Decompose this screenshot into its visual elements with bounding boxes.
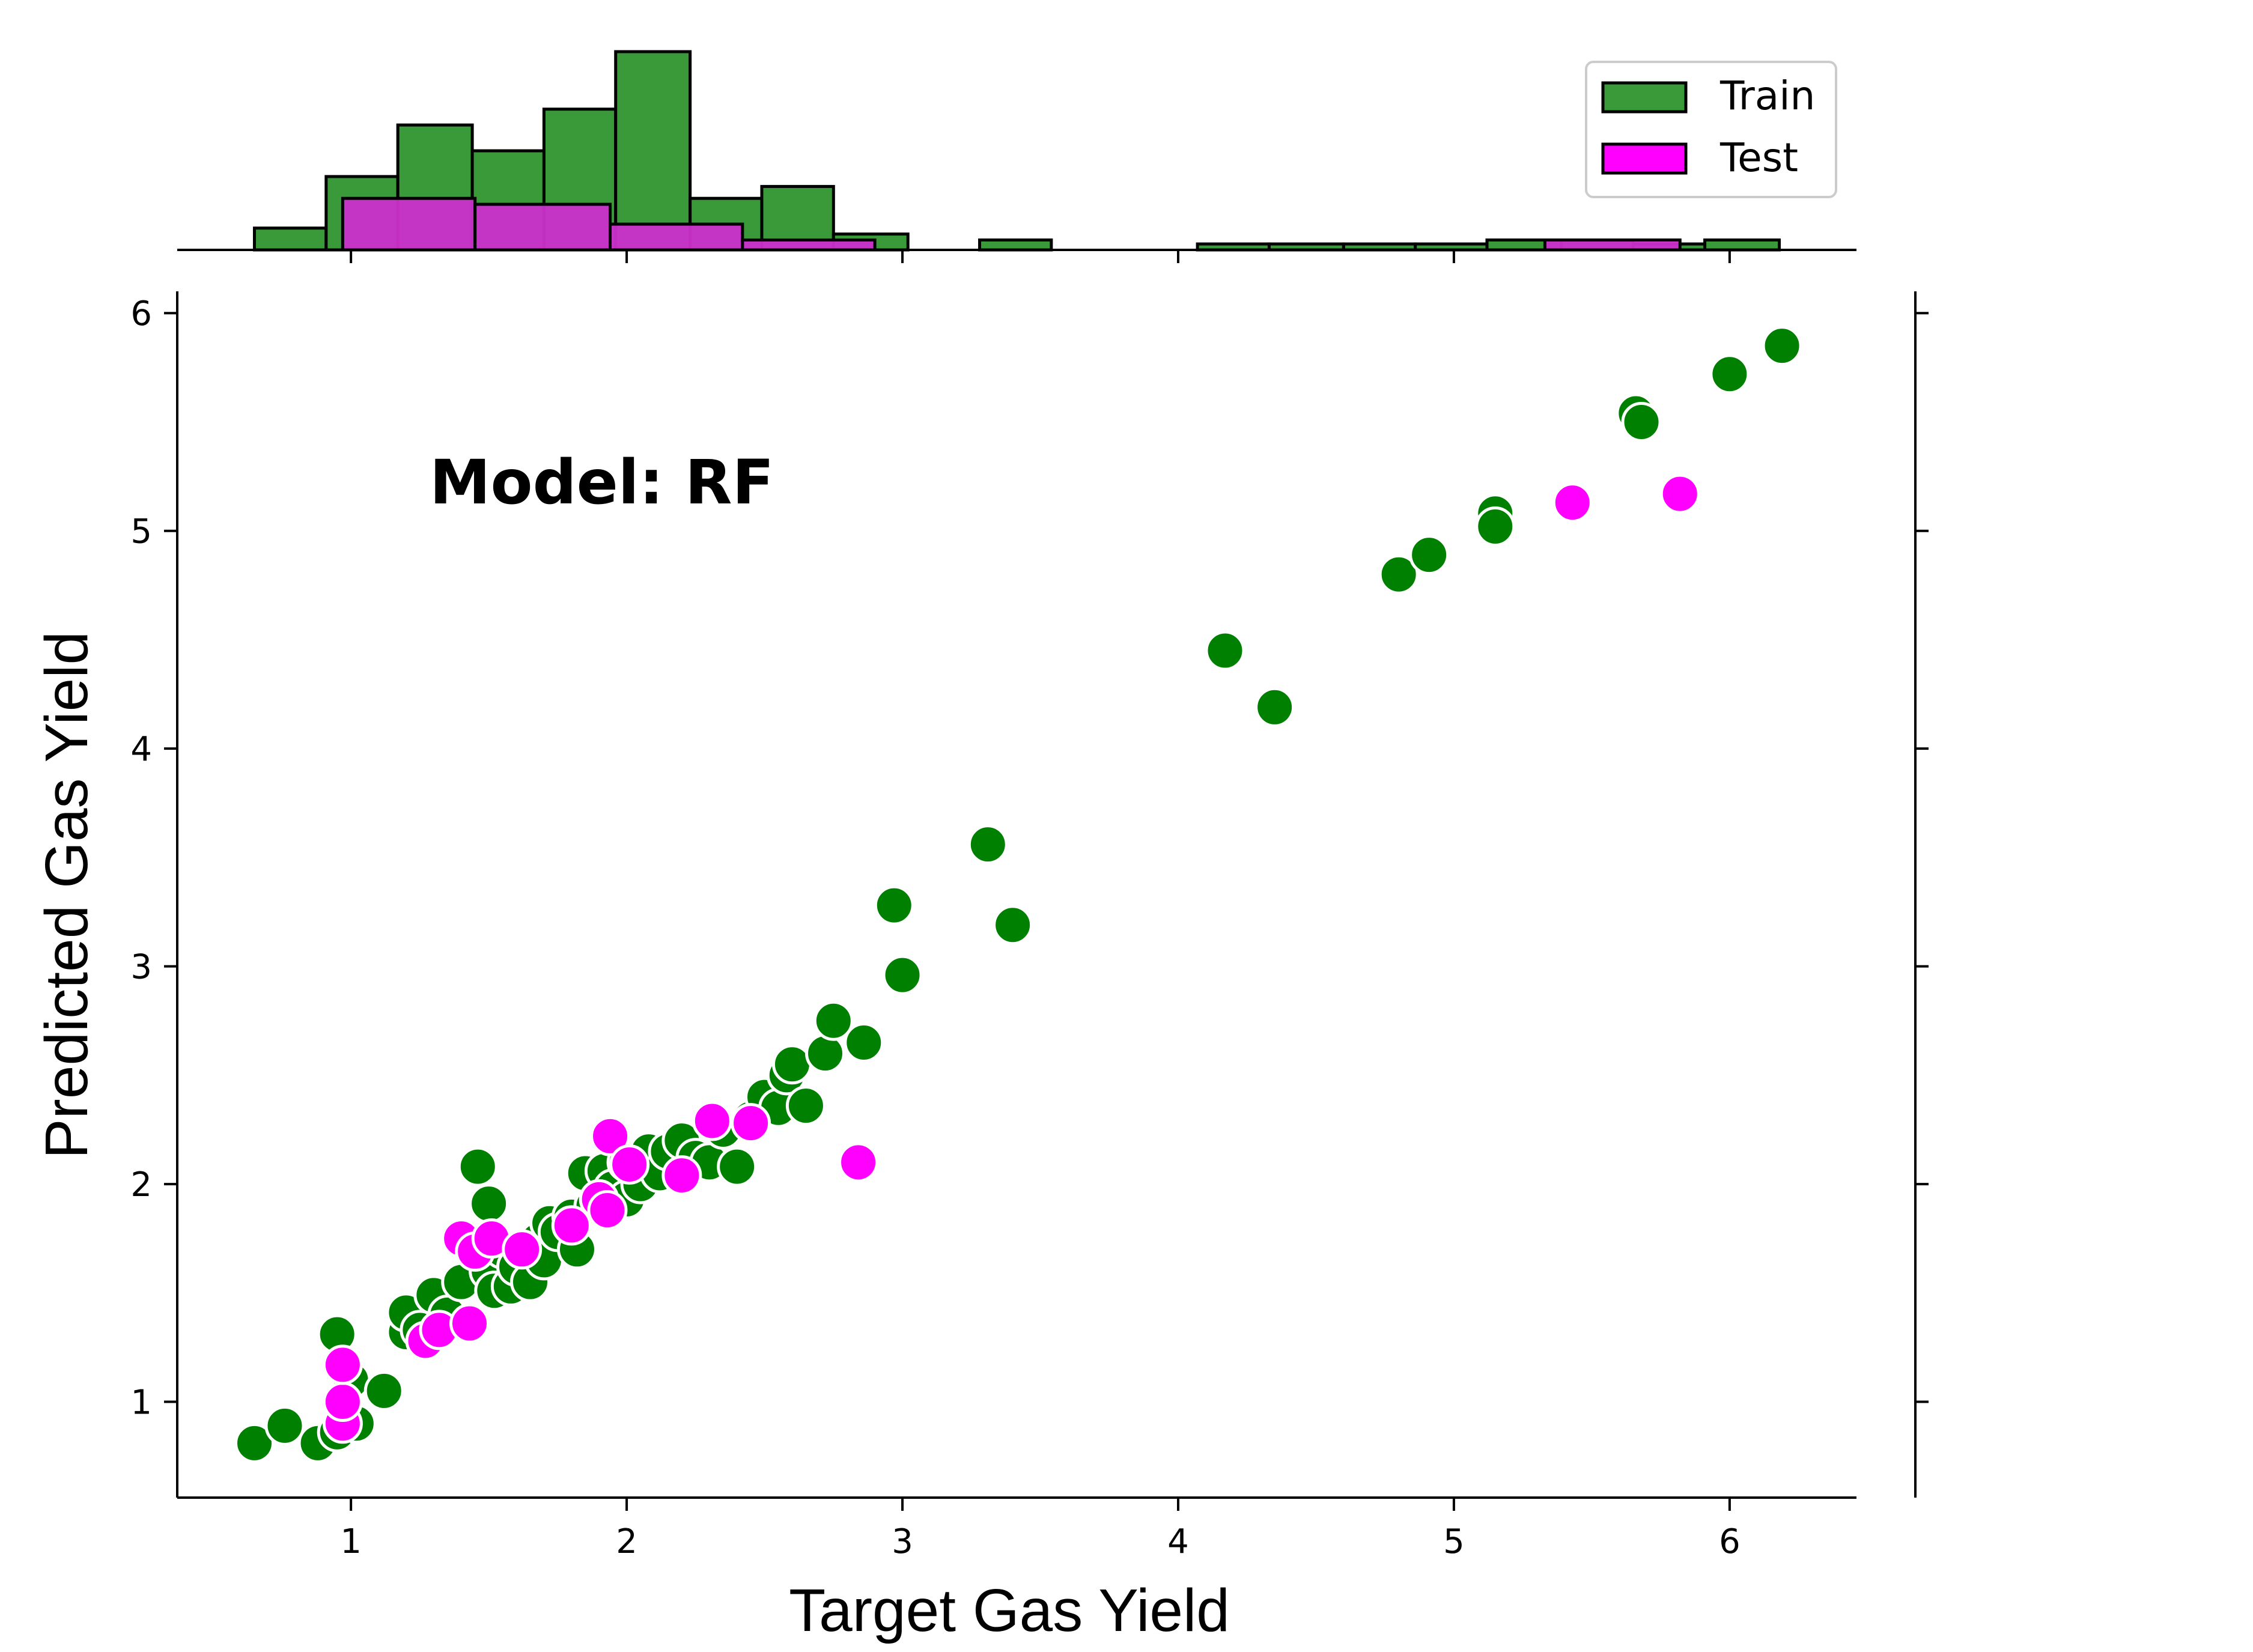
scatter-point-train [993, 905, 1033, 946]
scatter-point-train [1762, 326, 1802, 366]
y-tick-label: 1 [130, 1383, 152, 1423]
histogram-x-ticks [350, 250, 1731, 263]
marginal-histogram [253, 50, 1781, 252]
histogram-bar-test [741, 238, 877, 252]
scatter-point-train [1205, 630, 1245, 671]
histogram-bar-test [609, 222, 744, 252]
scatter-point-test [322, 1344, 363, 1385]
histogram-bar-test [1543, 238, 1682, 252]
histogram-bar-train [1703, 238, 1781, 252]
scatter-point-test [838, 1142, 879, 1183]
scatter-point-train [874, 885, 914, 926]
scatter-point-train [1621, 401, 1662, 442]
y-tick-label: 5 [130, 512, 152, 551]
histogram-bar-train [253, 226, 328, 252]
y-axis-title: Predicted Gas Yield [33, 631, 100, 1159]
x-tick-label: 3 [892, 1522, 913, 1561]
scatter-point-train [234, 1423, 275, 1463]
legend-swatch-train [1601, 81, 1688, 114]
scatter-point-train [771, 1044, 812, 1085]
scatter-point-test [551, 1205, 592, 1246]
x-tick-label: 1 [340, 1522, 362, 1561]
scatter-point-train [1378, 554, 1419, 595]
scatter-point-train [882, 955, 923, 995]
y-tick-label: 6 [130, 294, 152, 333]
scatter-point-test [661, 1155, 702, 1196]
scatter-point-train [1709, 354, 1750, 395]
scatter-point-test [449, 1303, 490, 1344]
x-axis-title: Target Gas Yield [789, 1577, 1230, 1644]
scatter-point-train [1475, 506, 1516, 547]
model-annotation: Model: RF [430, 447, 774, 518]
x-tick-label: 2 [616, 1522, 637, 1561]
x-tick-label: 5 [1443, 1522, 1465, 1561]
scatter-point-train [264, 1405, 305, 1446]
scatter-point-test [587, 1190, 628, 1231]
y-tick-label: 2 [130, 1165, 152, 1204]
scatter-point-test [1552, 482, 1593, 523]
legend-swatch-test [1601, 142, 1688, 175]
scatter-point-train [469, 1183, 509, 1224]
scatter-point-test [502, 1229, 543, 1270]
scatter-point-train [1409, 535, 1450, 575]
legend-label-train: Train [1719, 73, 1815, 119]
right-marginal-ticks [1915, 312, 1929, 1403]
x-tick-label: 4 [1167, 1522, 1189, 1561]
scatter-point-test [731, 1103, 771, 1144]
scatter-point-train [457, 1146, 498, 1187]
scatter-point-test [1659, 473, 1700, 514]
histogram-bar-test [341, 196, 477, 252]
scatter-point-test [609, 1144, 650, 1185]
scatter-point-train [813, 1000, 854, 1041]
y-axis-ticks: 1 2 3 4 5 6 [130, 294, 177, 1423]
scatter-point-test [590, 1116, 631, 1156]
histogram-bar-train [978, 238, 1053, 252]
legend: Train Test [1585, 61, 1837, 198]
scatter-point-train [363, 1370, 404, 1411]
scatter-point-train [805, 1033, 846, 1074]
scatter-point-test [322, 1382, 363, 1423]
histogram-bar-train [614, 50, 692, 252]
histogram-bar-test [473, 202, 612, 252]
scatter-point-train [967, 824, 1008, 865]
x-tick-label: 6 [1719, 1522, 1741, 1561]
scatter-point-train [785, 1086, 826, 1126]
scatter-point-train [717, 1146, 758, 1187]
legend-label-test: Test [1719, 135, 1798, 181]
scatter-point-test [692, 1101, 732, 1141]
y-tick-label: 4 [130, 730, 152, 769]
scatter-plot-area [234, 326, 1802, 1463]
x-axis-ticks: 1 2 3 4 5 6 [340, 1498, 1741, 1561]
y-tick-label: 3 [130, 948, 152, 987]
scatter-point-train [1254, 687, 1295, 727]
scatter-point-train [844, 1022, 884, 1063]
